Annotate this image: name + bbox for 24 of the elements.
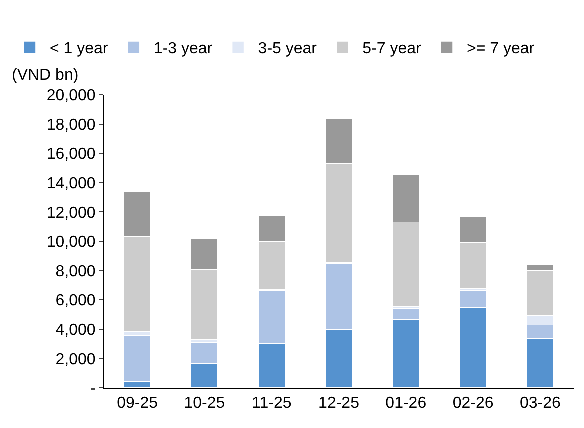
y-axis-title: (VND bn): [12, 67, 79, 84]
x-tick-label: 09-25: [117, 395, 158, 412]
y-tick-label: 10,000: [46, 234, 96, 252]
y-tick-label: 18,000: [46, 116, 96, 134]
x-tick-label: 10-25: [184, 395, 226, 412]
y-tick-label: 20,000: [46, 88, 96, 105]
y-tick-label: 16,000: [46, 146, 96, 164]
legend-label: 1-3 year: [154, 40, 214, 58]
y-tick-label: 8,000: [56, 263, 96, 280]
legend-label: >= 7 year: [467, 40, 536, 58]
legend-label: < 1 year: [50, 40, 109, 58]
x-tick-label: 02-26: [452, 395, 494, 412]
x-tick-label: 11-25: [252, 395, 292, 412]
y-tick-label: 2,000: [56, 351, 96, 368]
y-tick-label: 4,000: [56, 322, 96, 339]
y-tick-label: 14,000: [46, 176, 96, 192]
legend-label: 5-7 year: [362, 40, 422, 58]
x-tick-label: 01-26: [386, 395, 427, 412]
y-tick-label: 6,000: [56, 292, 96, 310]
legend-label: 3-5 year: [258, 40, 318, 58]
y-tick-label: -: [90, 380, 96, 398]
y-tick-label: 12,000: [46, 204, 96, 222]
x-tick-label: 03-26: [520, 395, 561, 412]
x-tick-label: 12-25: [318, 395, 360, 412]
